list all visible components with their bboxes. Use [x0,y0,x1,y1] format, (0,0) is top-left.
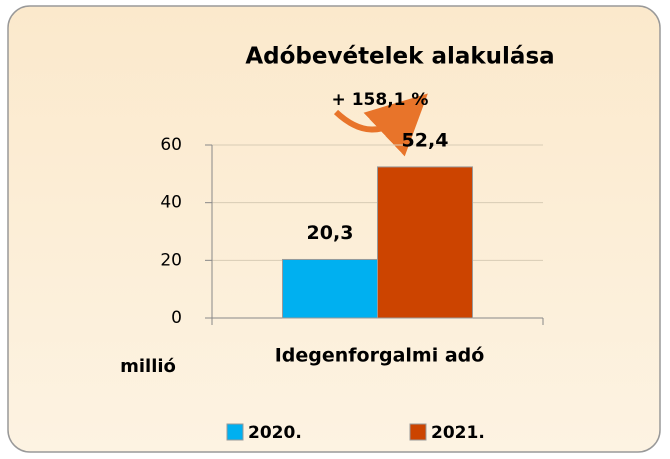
data-label: 20,3 [307,222,354,244]
growth-arrow [333,93,428,157]
y-axis-label: millió [120,356,176,377]
chart-title: Adóbevételek alakulása [245,44,554,70]
legend-label: 2021. [431,423,485,443]
background [7,5,661,453]
annotation: + 158,1 % [332,90,429,110]
bar [282,258,378,319]
y-tick-label: 60 [160,135,182,155]
x-tick-label: Idegenforgalmi adó [275,345,485,367]
legend-label: 2020. [248,423,302,443]
y-tick-label: 40 [160,193,182,213]
y-tick-label: 0 [171,308,182,328]
legend-swatch [409,423,427,441]
data-label: 52,4 [402,129,449,151]
y-tick-label: 20 [160,250,182,270]
bar [377,166,473,319]
legend-swatch [226,423,244,441]
